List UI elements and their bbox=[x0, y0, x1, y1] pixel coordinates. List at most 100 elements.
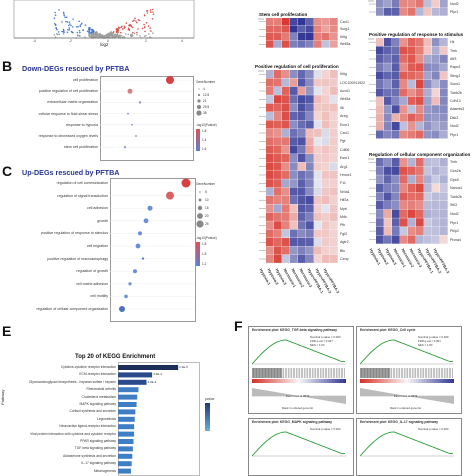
heatmap-cell bbox=[376, 46, 384, 55]
volcano-point bbox=[69, 23, 71, 25]
heatmap-cell bbox=[400, 80, 408, 89]
heatmap-cell bbox=[330, 229, 338, 238]
heatmap-cell bbox=[392, 192, 400, 201]
heatmap-cell bbox=[282, 179, 290, 188]
heatmap-gene-label: Dkk2 bbox=[450, 115, 459, 120]
heatmap-cell bbox=[306, 40, 314, 48]
heatmap-cell bbox=[400, 130, 408, 139]
heatmap-cell bbox=[376, 38, 384, 47]
heatmap-cell bbox=[314, 154, 322, 163]
heatmap-cell bbox=[384, 166, 392, 175]
heatmap-cell bbox=[408, 192, 416, 201]
panel-label-c: C bbox=[2, 163, 13, 179]
heatmap-cell bbox=[298, 18, 306, 26]
heatmap-cell bbox=[400, 63, 408, 72]
heatmap-cell bbox=[298, 179, 306, 188]
heatmap-gene-label: Stil3 bbox=[450, 203, 457, 208]
heatmap-cell bbox=[330, 40, 338, 48]
heatmap-cell bbox=[266, 18, 274, 26]
heatmap-cell bbox=[408, 183, 416, 193]
heatmap-cell bbox=[392, 0, 400, 8]
heatmap-cell bbox=[384, 113, 392, 122]
heatmap-cell bbox=[306, 120, 314, 129]
heatmap-cell bbox=[424, 158, 432, 167]
heatmap-cell bbox=[440, 183, 448, 193]
heatmap-cell bbox=[306, 229, 314, 238]
legend-color-label: 1.5 bbox=[202, 252, 207, 256]
panel-b-dots bbox=[100, 76, 192, 149]
legend-size-label: 4 bbox=[203, 87, 205, 91]
heatmap-cell bbox=[322, 179, 330, 188]
heatmap-cell bbox=[290, 25, 298, 33]
heatmap-cell bbox=[432, 192, 440, 201]
heatmap-cell bbox=[306, 25, 314, 33]
heatmap-cell bbox=[314, 40, 322, 48]
dotplot-point bbox=[119, 306, 125, 312]
gsea-xlabel: Rank in ordered gene list bbox=[282, 406, 314, 410]
volcano-point bbox=[58, 33, 60, 36]
heatmap-cell bbox=[266, 145, 274, 154]
heatmap-cell bbox=[376, 192, 384, 201]
heatmap-cell bbox=[432, 122, 440, 131]
volcano-point bbox=[149, 9, 152, 11]
volcano-point bbox=[144, 30, 146, 33]
heatmap-cell bbox=[400, 218, 408, 227]
heatmap-cell bbox=[330, 33, 338, 41]
heatmap-cell bbox=[322, 187, 330, 196]
panel-e-legend-title: pvalue bbox=[205, 397, 215, 401]
dotplot-term-label: response to decreased oxygen levels bbox=[38, 134, 98, 138]
heatmap-cell bbox=[322, 204, 330, 213]
heatmap-cell bbox=[266, 40, 274, 48]
heatmap-cell bbox=[400, 192, 408, 201]
volcano-point bbox=[135, 20, 137, 22]
dotplot-term-label: stem cell proliferation bbox=[64, 145, 98, 150]
volcano-svg bbox=[13, 0, 195, 39]
heatmap-cell bbox=[400, 183, 408, 193]
legend-colorbar bbox=[196, 242, 200, 266]
volcano-point bbox=[94, 34, 97, 36]
heatmap-cell bbox=[392, 71, 400, 80]
dotplot-point bbox=[138, 231, 142, 236]
volcano-point bbox=[130, 24, 132, 27]
heatmap-cell bbox=[274, 254, 282, 263]
heatmap-top-right bbox=[368, 0, 448, 16]
legend-color-label: 1.8 bbox=[202, 129, 207, 133]
heatmap-cell bbox=[266, 86, 274, 95]
dotplot-term-label: growth bbox=[97, 218, 108, 223]
heatmap-gene-label: Socs1 bbox=[450, 82, 460, 87]
heatmap-cell bbox=[266, 95, 274, 104]
volcano-point bbox=[115, 34, 118, 37]
heatmap-cell bbox=[330, 70, 338, 79]
heatmap-cell bbox=[298, 145, 306, 154]
heatmap-cell bbox=[376, 54, 384, 63]
heatmap-cell bbox=[440, 88, 448, 97]
heatmap-cell bbox=[290, 145, 298, 154]
heatmap-cell bbox=[376, 209, 384, 218]
heatmap-gene-label: Kitlg bbox=[340, 72, 347, 77]
heatmap-cell bbox=[400, 166, 408, 175]
volcano-point bbox=[56, 33, 59, 36]
heatmap-gene-label: Tubb2b bbox=[450, 194, 463, 199]
heatmap-cell bbox=[322, 18, 330, 26]
heatmap-cell bbox=[400, 209, 408, 218]
dotplot-term-label: positive regulation of response to stimu… bbox=[41, 231, 108, 236]
heatmap-cell bbox=[376, 8, 384, 16]
heatmap-cell bbox=[408, 8, 416, 16]
panel-e-colorbar bbox=[205, 403, 210, 431]
heatmap-cell bbox=[306, 170, 314, 179]
panel-e-bars bbox=[118, 365, 179, 474]
heatmap-cell bbox=[282, 25, 290, 33]
kegg-bar bbox=[118, 379, 147, 385]
volcano-point bbox=[150, 11, 152, 13]
heatmap-cell bbox=[416, 80, 424, 89]
volcano-point bbox=[82, 29, 84, 31]
heatmap-cell bbox=[314, 112, 322, 121]
volcano-point bbox=[152, 13, 155, 15]
gsea-stat: NES = 1.83 bbox=[418, 343, 433, 347]
heatmap-cell bbox=[408, 80, 416, 89]
heatmap-cell bbox=[282, 221, 290, 230]
heatmap-cell bbox=[376, 113, 384, 122]
dotplot-point bbox=[133, 269, 137, 274]
heatmap-cell bbox=[384, 0, 392, 8]
heatmap-cell bbox=[440, 80, 448, 89]
